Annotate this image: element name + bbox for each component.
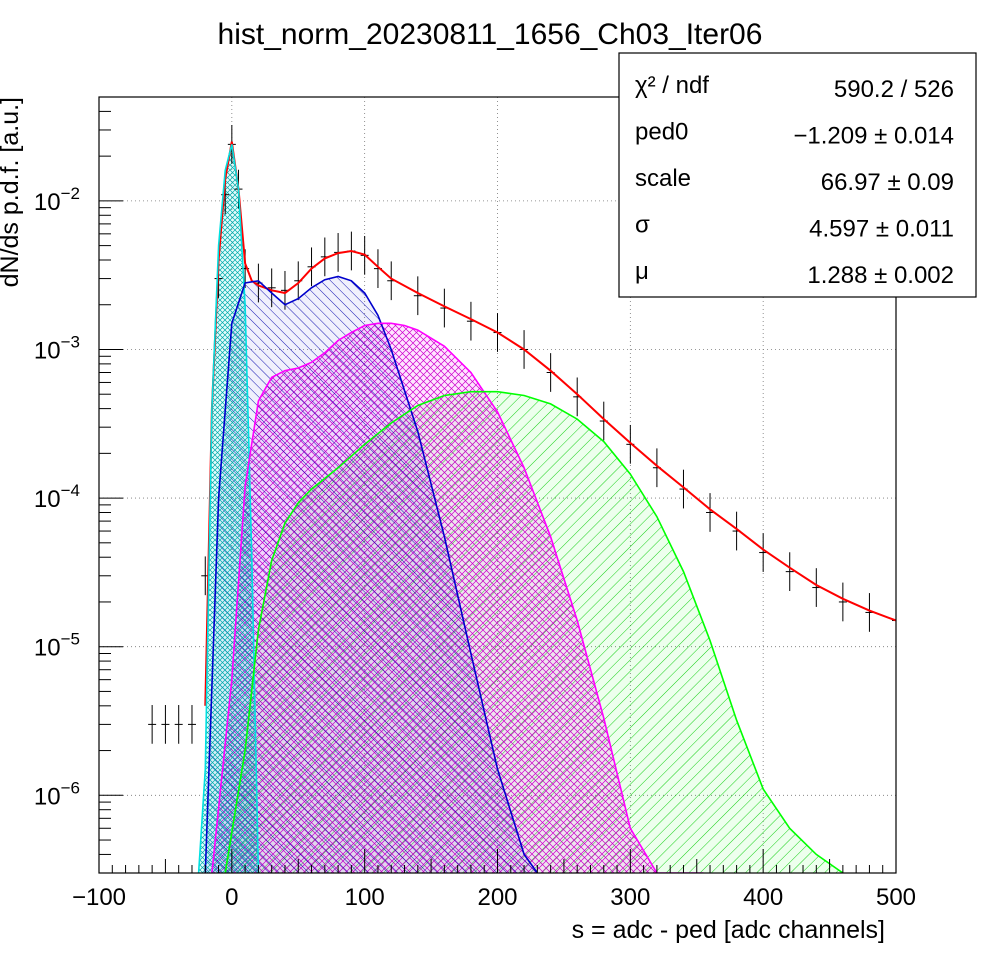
y-tick-label: 10−6 — [34, 778, 80, 810]
pedestal-n-0-line — [197, 144, 260, 873]
x-tick-label: −100 — [72, 884, 126, 911]
series-lines — [148, 125, 896, 873]
x-tick-label: 200 — [477, 884, 517, 911]
total-fit-line — [204, 141, 896, 706]
stat-value: 66.97 ± 0.09 — [821, 169, 954, 196]
stat-value: −1.209 ± 0.014 — [793, 123, 954, 150]
stat-value: 1.288 ± 0.002 — [807, 262, 954, 289]
stats-box-frame — [618, 52, 977, 298]
stat-label: μ — [635, 258, 649, 285]
y-tick-label: 10−4 — [34, 481, 80, 513]
stat-label: ped0 — [635, 119, 688, 146]
stat-label: scale — [635, 165, 691, 192]
stat-value: 4.597 ± 0.011 — [809, 216, 954, 243]
y-tick-label: 10−3 — [34, 332, 80, 364]
x-tick-label: 500 — [876, 884, 916, 911]
y-tick-label: 10−2 — [34, 184, 80, 216]
y-tick-label: 10−5 — [34, 630, 80, 662]
y-axis-title: dN/ds p.d.f. [a.u.] — [0, 97, 24, 287]
x-tick-label: 100 — [345, 884, 385, 911]
2-p-e-line — [211, 322, 704, 873]
data-histogram — [148, 125, 896, 744]
x-tick-label: 400 — [743, 884, 783, 911]
x-tick-label: 300 — [610, 884, 650, 911]
pedestal-n-0-hatch — [198, 144, 259, 873]
component-fills — [198, 144, 843, 873]
stat-value: 590.2 / 526 — [834, 76, 954, 103]
fit-stats-box: χ² / ndf 590.2 / 526 ped0 −1.209 ± 0.014 sca… — [618, 52, 977, 298]
stat-label: σ — [635, 212, 650, 239]
3-p-e-line — [224, 390, 844, 873]
axis-ticks: −100 0 100 200 300 400 500 10−6 10−5 10−4 10−3 10−2 — [34, 96, 916, 911]
chart-title: hist_norm_20230811_1656_Ch03_Iter06 — [218, 18, 763, 51]
1-p-e-line — [204, 275, 539, 873]
stat-label: χ² / ndf — [635, 72, 709, 99]
x-axis-title: s = adc - ped [adc channels] — [572, 916, 885, 944]
1-p-e-hatch — [205, 276, 538, 873]
x-tick-label: 0 — [225, 884, 238, 911]
